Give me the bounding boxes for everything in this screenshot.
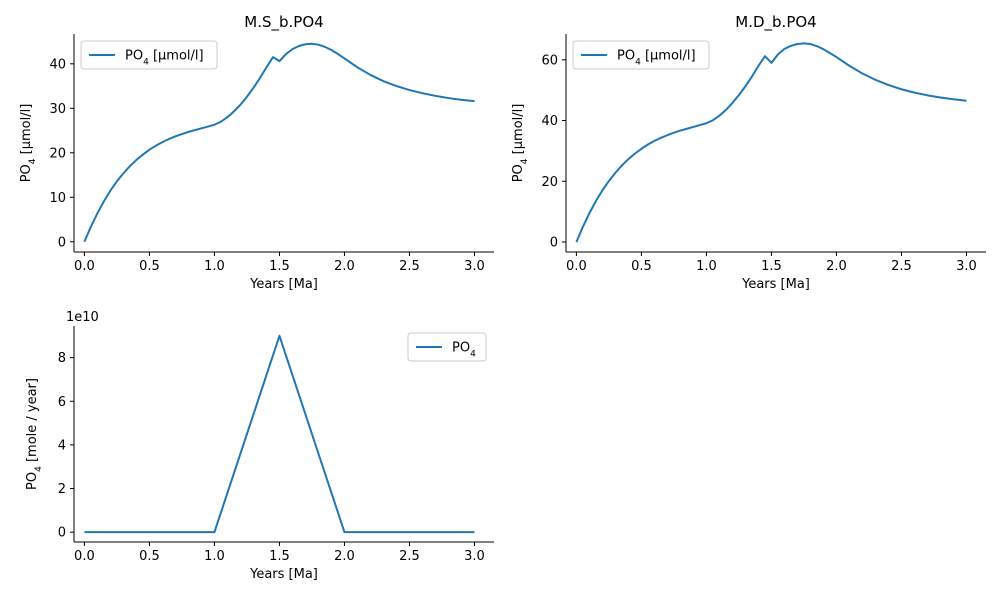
x-tick-label: 2.5 [891,259,912,274]
x-tick-label: 1.5 [269,259,290,274]
legend-box [407,332,487,362]
y-tick-label: 10 [49,191,66,206]
y-tick-label: 20 [49,146,66,161]
y-tick-label: 40 [49,57,66,72]
y-tick-label: 30 [49,102,66,117]
series-line [84,334,475,534]
series-line [83,42,475,243]
legend-label: PO4 [µmol/l] [125,49,204,68]
x-tick-label: 0.5 [139,259,160,274]
x-tick-label: 3.0 [464,259,485,274]
chart-1: 0.0 0.5 1.0 1.5 2.0 2.5 3.0 0 10 20 30 40 M.S_b.PO4 Y… [19,13,494,292]
y-offset-text: 1e10 [66,310,99,325]
y-tick-label: 6 [58,395,66,410]
chart-2: 0.0 0.5 1.0 1.5 2.0 2.5 3.0 0 20 40 60 M.D_b.PO4 Yea… [511,13,986,292]
y-tick-label: 20 [541,175,558,190]
y-tick-label: 0 [58,235,66,250]
y-tick-label: 0 [58,526,66,541]
y-tick-label: 40 [541,114,558,129]
x-tick-label: 3.0 [956,259,977,274]
chart-3: 0.0 0.5 1.0 1.5 2.0 2.5 3.0 0 2 4 6 8 1e10 Years [Ma]… [25,310,494,582]
x-axis-label: Years [Ma] [741,277,810,292]
x-tick-label: 0.0 [566,259,587,274]
x-tick-label: 0.0 [74,259,95,274]
legend: PO4 [407,332,487,362]
x-tick-label: 2.0 [826,259,847,274]
x-tick-label: 2.5 [399,259,420,274]
series-line [575,42,967,243]
x-axis-label: Years [Ma] [249,567,318,582]
x-tick-label: 1.5 [269,549,290,564]
legend-box [80,40,218,70]
y-tick-label: 60 [541,53,558,68]
chart-title: M.S_b.PO4 [244,13,323,32]
x-tick-label: 2.0 [334,259,355,274]
legend: PO4 [µmol/l] [80,40,218,70]
chart-title: M.D_b.PO4 [735,13,816,32]
legend-label: PO4 [µmol/l] [617,49,696,68]
y-tick-label: 8 [58,351,66,366]
x-tick-label: 0.5 [139,549,160,564]
y-tick-label: 2 [58,482,66,497]
legend-label: PO4 [452,341,476,360]
y-axis-label: PO4 [µmol/l] [19,104,38,183]
legend: PO4 [µmol/l] [572,40,710,70]
x-tick-label: 1.5 [761,259,782,274]
x-tick-label: 2.0 [334,549,355,564]
x-axis-label: Years [Ma] [249,277,318,292]
legend-box [572,40,710,70]
x-tick-label: 2.5 [399,549,420,564]
x-tick-label: 0.5 [631,259,652,274]
x-tick-label: 0.0 [74,549,95,564]
x-tick-label: 1.0 [204,259,225,274]
x-tick-label: 3.0 [464,549,485,564]
y-tick-label: 0 [550,235,558,250]
y-axis-label: PO4 [µmol/l] [511,104,530,183]
x-tick-label: 1.0 [696,259,717,274]
y-axis-label: PO4 [mole / year] [25,378,44,490]
x-tick-label: 1.0 [204,549,225,564]
y-tick-label: 4 [58,438,66,453]
